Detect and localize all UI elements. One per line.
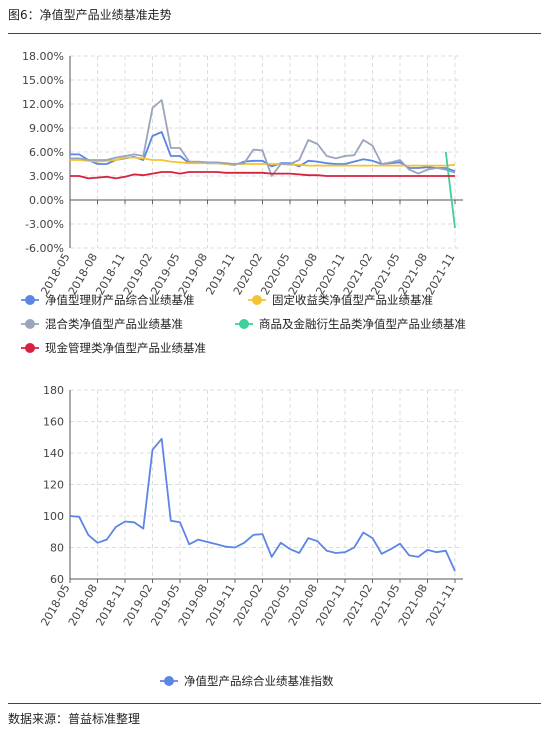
y-tick-label: 15.00%	[22, 74, 64, 87]
y-tick-label: 80	[50, 542, 64, 555]
legend-label-0: 净值型产品综合业绩基准指数	[184, 674, 334, 688]
legend-label-1: 固定收益类净值型产品业绩基准	[272, 293, 433, 307]
y-tick-label: 6.00%	[29, 146, 64, 159]
chart-composite-index: 18016014012010080602018-052018-082018-11…	[38, 384, 463, 688]
legend-marker-3	[239, 319, 249, 329]
legend-label-0: 净值型理财产品综合业绩基准	[45, 293, 195, 307]
bottom-rule	[8, 703, 541, 704]
legend-label-3: 商品及金融衍生品类净值型产品业绩基准	[259, 317, 466, 331]
legend-marker-0	[25, 295, 35, 305]
y-tick-label: 3.00%	[29, 170, 64, 183]
y-tick-label: 0.00%	[29, 194, 64, 207]
y-tick-label: 160	[43, 416, 64, 429]
y-tick-label: 12.00%	[22, 98, 64, 111]
legend-label-2: 混合类净值型产品业绩基准	[45, 317, 183, 331]
chart-performance-benchmarks: 18.00% 15.00% 12.00% 9.00% 6.00% 3.00% 0.00% -3…	[21, 50, 466, 355]
legend-marker-2	[25, 319, 35, 329]
series-line-0	[69, 437, 456, 572]
y-tick-label: -6.00%	[25, 242, 64, 255]
legend-marker-0	[164, 676, 174, 686]
y-tick-label: 100	[43, 510, 64, 523]
y-tick-label: 120	[43, 479, 64, 492]
figure-title: 图6：净值型产品业绩基准走势	[8, 8, 172, 22]
y-tick-label: -3.00%	[25, 218, 64, 231]
legend-marker-1	[252, 295, 262, 305]
series-line-1	[70, 156, 456, 167]
series-line-4	[70, 171, 455, 180]
series-line-3	[444, 151, 456, 229]
legend-marker-4	[25, 343, 35, 353]
y-tick-label: 9.00%	[29, 122, 64, 135]
y-tick-label: 180	[43, 384, 64, 397]
source-note: 数据来源：普益标准整理	[8, 712, 141, 726]
y-tick-label: 18.00%	[22, 50, 64, 63]
series-line-2	[70, 99, 456, 177]
legend-label-4: 现金管理类净值型产品业绩基准	[45, 341, 206, 355]
y-tick-label: 140	[43, 447, 64, 460]
y-tick-label: 60	[50, 573, 64, 586]
top-rule	[8, 33, 541, 34]
